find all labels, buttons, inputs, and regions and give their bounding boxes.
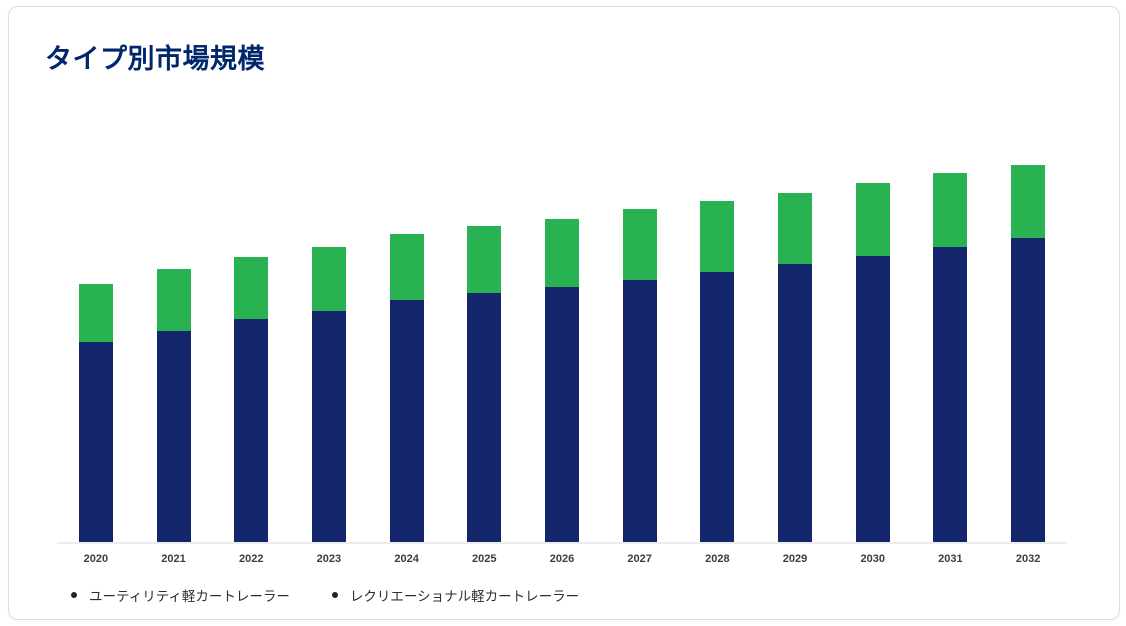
x-axis: 2020 2021 2022 2023 2024 2025 2026 2027 2028 2029… [57, 544, 1067, 565]
bar-stack [389, 234, 424, 542]
recreational-bar-segment[interactable] [467, 226, 502, 293]
bar-stack [1011, 165, 1046, 542]
legend-item-utility[interactable]: ユーティリティ軽カートレーラー [71, 585, 290, 605]
plot-area [57, 104, 1067, 544]
bar-stack [778, 193, 813, 542]
recreational-bar-segment[interactable] [156, 269, 191, 331]
bar-column-2027 [601, 104, 679, 542]
recreational-bar-segment[interactable] [78, 284, 113, 342]
recreational-bar-segment[interactable] [700, 201, 735, 272]
utility-bar-segment[interactable] [311, 311, 346, 542]
bar-column-2022 [212, 104, 290, 542]
bar-stack [311, 247, 346, 542]
legend-label-recreational: レクリエーショナル軽カートレーラー [349, 589, 580, 604]
utility-bar-segment[interactable] [1011, 238, 1046, 542]
legend-dot-icon [71, 592, 77, 598]
utility-bar-segment[interactable] [544, 287, 579, 542]
bar-stack [622, 209, 657, 542]
bar-column-2020 [57, 104, 135, 542]
x-axis-label-2031: 2031 [938, 553, 963, 565]
legend: ユーティリティ軽カートレーラー レクリエーショナル軽カートレーラー [71, 585, 1085, 605]
x-axis-label-2023: 2023 [316, 553, 342, 565]
x-axis-label-2020: 2020 [83, 553, 109, 565]
bar-stack [855, 183, 890, 542]
utility-bar-segment[interactable] [933, 247, 968, 542]
recreational-bar-segment[interactable] [933, 173, 968, 247]
x-axis-label-2028: 2028 [705, 553, 730, 565]
bar-column-2026 [523, 104, 601, 542]
x-axis-label-2030: 2030 [860, 553, 885, 565]
bar-stack [544, 219, 579, 542]
bar-column-2024 [368, 104, 446, 542]
x-axis-label-2026: 2026 [549, 553, 575, 565]
utility-bar-segment[interactable] [855, 256, 890, 542]
bar-column-2025 [445, 104, 523, 542]
utility-bar-segment[interactable] [389, 300, 424, 542]
legend-label-utility: ユーティリティ軽カートレーラー [89, 589, 290, 604]
chart-area: 2020 2021 2022 2023 2024 2025 2026 2027 2028 2029… [57, 76, 1067, 565]
x-axis-label-2022: 2022 [238, 553, 264, 565]
x-axis-label-2029: 2029 [782, 553, 808, 565]
utility-bar-segment[interactable] [467, 293, 502, 542]
recreational-bar-segment[interactable] [544, 219, 579, 287]
bar-column-2028 [679, 104, 757, 542]
x-axis-label-2032: 2032 [1015, 553, 1041, 565]
bar-stack [700, 201, 735, 542]
recreational-bar-segment[interactable] [778, 193, 813, 264]
bar-column-2032 [989, 104, 1067, 542]
recreational-bar-segment[interactable] [622, 209, 657, 280]
recreational-bar-segment[interactable] [389, 234, 424, 300]
bar-stack [933, 173, 968, 542]
bar-column-2029 [756, 104, 834, 542]
utility-bar-segment[interactable] [778, 264, 813, 542]
bar-column-2031 [912, 104, 990, 542]
legend-dot-icon [331, 592, 338, 598]
bar-column-2023 [290, 104, 368, 542]
bar-stack [156, 269, 191, 542]
recreational-bar-segment[interactable] [234, 257, 269, 319]
x-axis-label-2024: 2024 [394, 553, 419, 565]
x-axis-label-2025: 2025 [472, 553, 497, 565]
chart-title: タイプ別市場規模 [45, 44, 265, 74]
legend-item-recreational[interactable]: レクリエーショナル軽カートレーラー [331, 585, 580, 605]
bar-stack [234, 257, 269, 542]
bar-column-2030 [834, 104, 912, 542]
chart-card: タイプ別市場規模 2020 2021 2022 2023 2024 2025 2026 202… [8, 6, 1120, 620]
x-axis-label-2021: 2021 [161, 553, 186, 565]
utility-bar-segment[interactable] [234, 319, 269, 542]
utility-bar-segment[interactable] [156, 331, 191, 542]
utility-bar-segment[interactable] [78, 342, 113, 542]
recreational-bar-segment[interactable] [311, 247, 346, 311]
recreational-bar-segment[interactable] [1011, 165, 1046, 238]
utility-bar-segment[interactable] [622, 280, 657, 542]
recreational-bar-segment[interactable] [855, 183, 890, 256]
bar-stack [467, 226, 502, 542]
bar-stack [78, 284, 113, 542]
x-axis-label-2027: 2027 [627, 553, 652, 565]
bar-column-2021 [135, 104, 213, 542]
utility-bar-segment[interactable] [700, 272, 735, 542]
